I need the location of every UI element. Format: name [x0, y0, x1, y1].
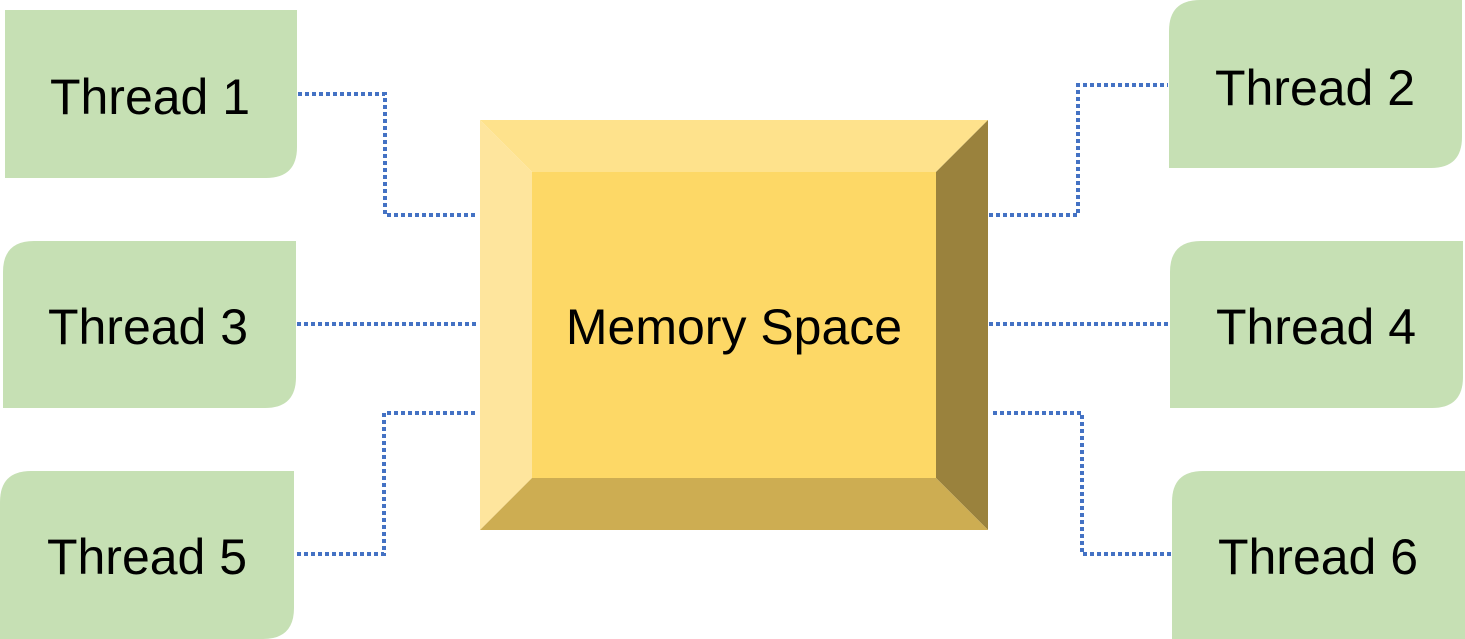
thread-label: Thread 5: [47, 529, 247, 585]
memory-face: [532, 172, 936, 478]
thread-node-2: Thread 2: [1169, 0, 1462, 168]
thread-label: Thread 6: [1218, 529, 1418, 585]
thread-box: [1169, 0, 1462, 168]
thread-node-5: Thread 5: [0, 471, 294, 639]
memory-right-bevel: [936, 120, 988, 530]
memory-top-bevel: [480, 120, 988, 172]
thread-node-1: Thread 1: [5, 10, 297, 178]
memory-space-label: Memory Space: [566, 299, 902, 355]
thread-box: [1170, 241, 1463, 408]
thread-box: [0, 471, 294, 639]
memory-left-bevel: [480, 120, 532, 530]
connectors: [297, 83, 1172, 556]
thread-box: [1172, 471, 1465, 639]
connector-thread-2: [989, 83, 1168, 217]
thread-box: [3, 241, 296, 408]
thread-label: Thread 2: [1215, 60, 1415, 116]
thread-label: Thread 3: [48, 299, 248, 355]
connector-thread-1: [298, 92, 478, 217]
connector-thread-5: [297, 411, 476, 556]
memory-bottom-bevel: [480, 478, 988, 530]
memory-space-block: Memory Space: [480, 120, 988, 530]
thread-label: Thread 1: [50, 69, 250, 125]
thread-box: [5, 10, 297, 178]
connector-thread-6: [993, 411, 1172, 556]
thread-node-3: Thread 3: [3, 241, 296, 408]
thread-node-6: Thread 6: [1172, 471, 1465, 639]
thread-node-4: Thread 4: [1170, 241, 1463, 408]
thread-label: Thread 4: [1216, 299, 1416, 355]
